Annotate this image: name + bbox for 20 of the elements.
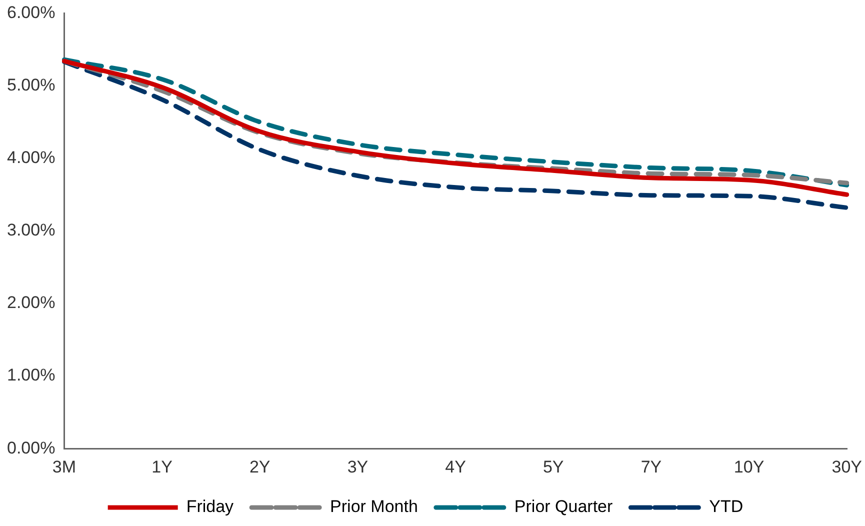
y-tick-label: 1.00% bbox=[7, 366, 56, 385]
x-tick-label: 10Y bbox=[734, 457, 764, 476]
y-tick-label: 4.00% bbox=[7, 148, 56, 168]
legend-label: Prior Quarter bbox=[514, 497, 614, 516]
x-tick-label: 3M bbox=[52, 457, 76, 476]
x-tick-label: 5Y bbox=[542, 457, 564, 476]
x-tick-label: 4Y bbox=[445, 457, 466, 476]
legend-label: YTD bbox=[709, 497, 744, 516]
y-tick-label: 5.00% bbox=[7, 75, 56, 94]
x-tick-label: 1Y bbox=[152, 457, 172, 476]
y-tick-label: 2.00% bbox=[7, 293, 56, 312]
y-tick-label: 6.00% bbox=[7, 2, 56, 22]
y-tick-label: 3.00% bbox=[7, 220, 56, 240]
x-tick-label: 7Y bbox=[640, 457, 662, 476]
legend-label: Friday bbox=[186, 497, 234, 516]
legend-label: Prior Month bbox=[330, 497, 418, 516]
y-tick-label: 0.00% bbox=[7, 438, 56, 458]
x-tick-label: 30Y bbox=[832, 457, 862, 476]
x-tick-label: 2Y bbox=[249, 457, 270, 476]
x-tick-label: 3Y bbox=[347, 457, 368, 476]
